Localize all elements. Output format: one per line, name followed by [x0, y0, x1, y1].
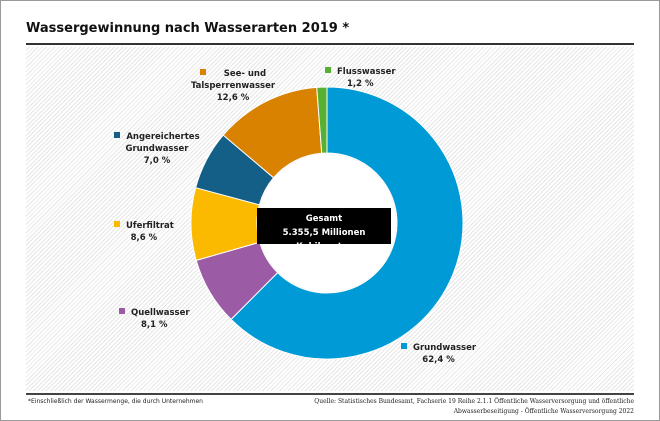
source: Quelle: Statistisches Bundesamt, Fachser… [314, 398, 634, 415]
legend-swatch [199, 69, 206, 75]
label-see-und-talsperrenwasser: See- und Talsperrenwasser 12,6 % [190, 69, 276, 103]
slice-grundwasser [230, 86, 464, 360]
center-label-total: 5.355,5 Millionen Kubikmeter [282, 228, 366, 252]
footnote: *Einschließlich der Wassermenge, die dur… [28, 398, 203, 405]
legend-swatch [401, 343, 407, 349]
slice-flusswasser [316, 86, 328, 154]
label-quellwasser: Quellwasser 8,1 % [119, 307, 190, 331]
title-rule [26, 43, 634, 45]
chart-title: Wassergewinnung nach Wasserarten 2019 * [26, 21, 350, 36]
legend-swatch [119, 308, 125, 314]
legend-swatch [114, 221, 120, 227]
footer-rule [26, 393, 634, 395]
label-flusswasser: Flusswasser 1,2 % [325, 66, 396, 90]
label-grundwasser: Grundwasser 62,4 % [401, 342, 476, 366]
legend-swatch [114, 132, 121, 138]
legend-swatch [325, 67, 331, 73]
center-label: Gesamt 5.355,5 Millionen Kubikmeter [257, 208, 391, 252]
label-uferfiltrat: Uferfiltrat 8,6 % [114, 220, 174, 244]
label-angereichertes-grundwasser: Angereichertes Grundwasser 7,0 % [113, 131, 201, 167]
center-label-title: Gesamt [305, 214, 343, 224]
